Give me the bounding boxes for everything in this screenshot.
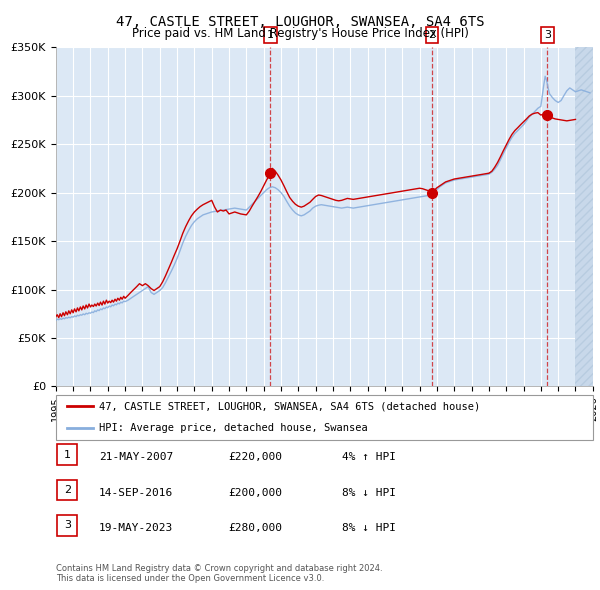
- Text: 47, CASTLE STREET, LOUGHOR, SWANSEA, SA4 6TS (detached house): 47, CASTLE STREET, LOUGHOR, SWANSEA, SA4…: [99, 401, 480, 411]
- Text: 21-MAY-2007: 21-MAY-2007: [99, 453, 173, 462]
- Text: £200,000: £200,000: [228, 488, 282, 497]
- Text: 1: 1: [267, 30, 274, 40]
- Text: 2: 2: [64, 485, 71, 495]
- Text: Price paid vs. HM Land Registry's House Price Index (HPI): Price paid vs. HM Land Registry's House …: [131, 27, 469, 40]
- Text: 4% ↑ HPI: 4% ↑ HPI: [342, 453, 396, 462]
- Text: 47, CASTLE STREET, LOUGHOR, SWANSEA, SA4 6TS: 47, CASTLE STREET, LOUGHOR, SWANSEA, SA4…: [116, 15, 484, 29]
- Text: HPI: Average price, detached house, Swansea: HPI: Average price, detached house, Swan…: [99, 424, 368, 434]
- Text: 3: 3: [64, 520, 71, 530]
- Text: 1: 1: [64, 450, 71, 460]
- Text: 3: 3: [544, 30, 551, 40]
- Text: 19-MAY-2023: 19-MAY-2023: [99, 523, 173, 533]
- Text: 8% ↓ HPI: 8% ↓ HPI: [342, 523, 396, 533]
- Text: 8% ↓ HPI: 8% ↓ HPI: [342, 488, 396, 497]
- Text: £280,000: £280,000: [228, 523, 282, 533]
- Bar: [432, 47, 547, 386]
- Text: 14-SEP-2016: 14-SEP-2016: [99, 488, 173, 497]
- Text: 2: 2: [428, 30, 436, 40]
- Text: £220,000: £220,000: [228, 453, 282, 462]
- Text: Contains HM Land Registry data © Crown copyright and database right 2024.
This d: Contains HM Land Registry data © Crown c…: [56, 563, 382, 583]
- Bar: [270, 47, 432, 386]
